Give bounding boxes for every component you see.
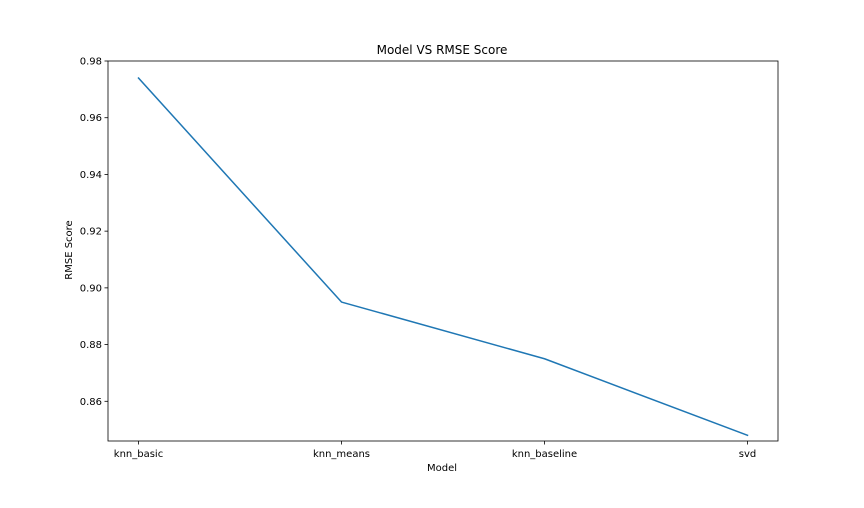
- y-tick-label: 0.86: [80, 397, 102, 408]
- y-tick-label: 0.96: [80, 113, 102, 124]
- x-tick-label: knn_baseline: [512, 449, 577, 460]
- y-tick-label: 0.92: [80, 227, 102, 238]
- x-tick-label: knn_basic: [114, 449, 163, 460]
- y-tick-label: 0.90: [80, 283, 102, 294]
- series-line: [139, 78, 748, 435]
- y-tick-label: 0.94: [80, 170, 102, 181]
- plot-frame: [108, 61, 778, 441]
- x-tick-label: knn_means: [313, 449, 370, 460]
- ticks-layer: 0.86 0.88 0.90 0.92 0.94 0.96 0.98 knn_basic knn…: [80, 57, 757, 461]
- y-tick-label: 0.88: [80, 340, 102, 351]
- series-layer: [138, 78, 747, 436]
- y-tick-label: 0.98: [80, 57, 102, 68]
- x-axis-label: Model: [427, 463, 457, 474]
- y-axis-label: RMSE Score: [64, 220, 75, 279]
- x-tick-label: svd: [739, 449, 756, 460]
- chart-title: Model VS RMSE Score: [377, 43, 508, 57]
